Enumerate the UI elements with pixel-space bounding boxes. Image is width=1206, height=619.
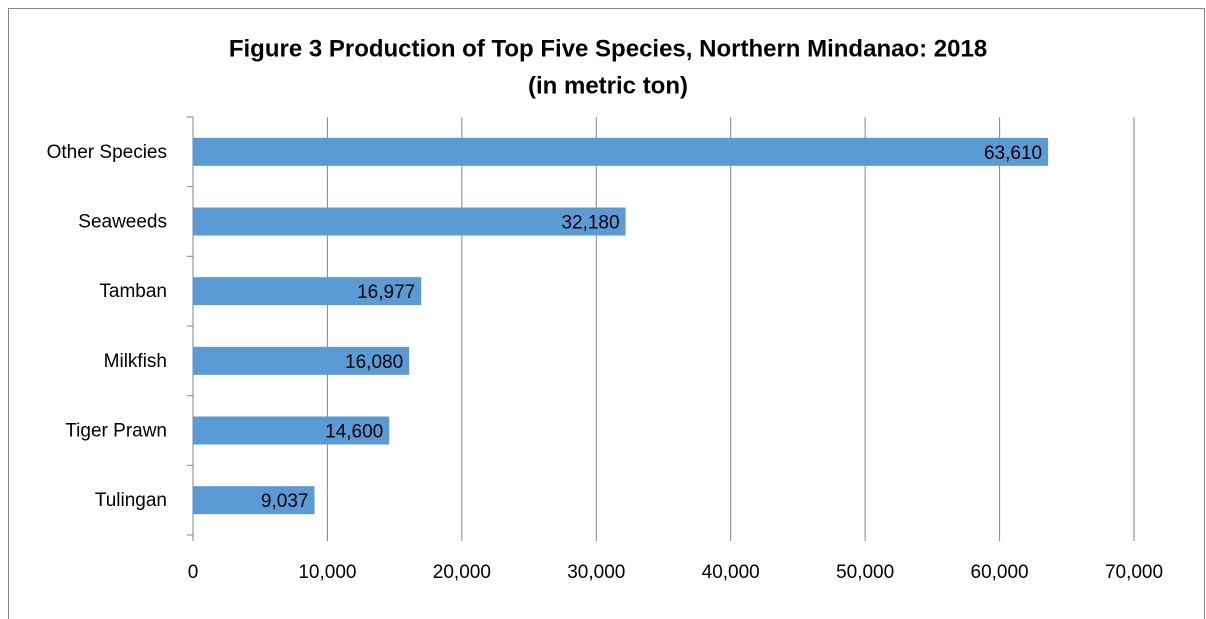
bar bbox=[193, 137, 1049, 166]
x-tick-label: 50,000 bbox=[836, 562, 894, 583]
data-label: 63,610 bbox=[984, 143, 1042, 164]
data-label: 9,037 bbox=[261, 491, 309, 512]
x-tick-label: 10,000 bbox=[298, 562, 356, 583]
y-tick-label: Milkfish bbox=[104, 351, 167, 372]
data-label: 16,977 bbox=[357, 282, 415, 303]
x-tick-label: 20,000 bbox=[433, 562, 491, 583]
y-tick-label: Tulingan bbox=[95, 490, 167, 511]
data-label: 16,080 bbox=[345, 352, 403, 373]
bar bbox=[193, 207, 626, 236]
x-tick-label: 40,000 bbox=[702, 562, 760, 583]
bar bbox=[193, 277, 422, 306]
chart-subtitle: (in metric ton) bbox=[528, 72, 688, 99]
data-label: 14,600 bbox=[325, 422, 383, 443]
bar bbox=[193, 486, 315, 515]
y-tick-label: Other Species bbox=[47, 142, 167, 163]
x-tick-label: 60,000 bbox=[971, 562, 1029, 583]
x-tick-label: 0 bbox=[188, 562, 199, 583]
data-label: 32,180 bbox=[561, 213, 619, 234]
x-tick-label: 70,000 bbox=[1105, 562, 1163, 583]
y-tick-label: Seaweeds bbox=[78, 212, 167, 233]
chart-border bbox=[8, 8, 1205, 619]
bar bbox=[193, 416, 390, 445]
y-tick-label: Tamban bbox=[99, 281, 167, 302]
chart-title: Figure 3 Production of Top Five Species,… bbox=[229, 35, 987, 62]
x-tick-label: 30,000 bbox=[567, 562, 625, 583]
y-tick-label: Tiger Prawn bbox=[65, 421, 167, 442]
bar bbox=[193, 346, 410, 375]
